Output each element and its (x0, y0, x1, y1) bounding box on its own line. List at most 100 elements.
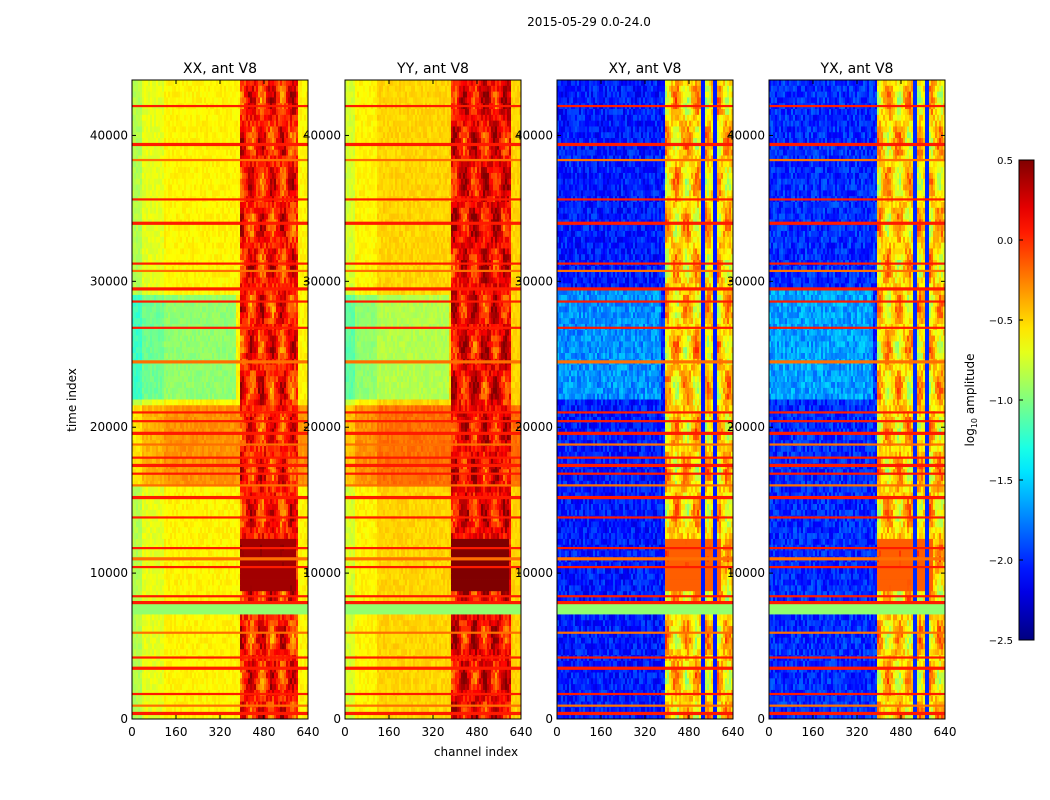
heatmap-cell (156, 237, 158, 243)
heatmap-cell (264, 92, 266, 98)
heatmap-cell (294, 109, 296, 115)
heatmap-cell (164, 161, 166, 167)
heatmap-cell (184, 173, 186, 179)
heatmap-cell (276, 254, 278, 260)
heatmap-cell (304, 173, 306, 179)
heatmap-cell (206, 185, 208, 191)
heatmap-cell (280, 132, 282, 138)
heatmap-cell (148, 150, 150, 156)
heatmap-cell (216, 86, 218, 92)
heatmap-cell (146, 272, 148, 278)
heatmap-cell (242, 115, 244, 121)
heatmap-cell (178, 126, 180, 132)
heatmap-cell (302, 185, 304, 191)
heatmap-cell (222, 173, 224, 179)
heatmap-cell (240, 132, 242, 138)
heatmap-cell (252, 214, 254, 220)
heatmap-cell (152, 115, 154, 121)
heatmap-cell (226, 179, 228, 185)
heatmap-cell (244, 132, 246, 138)
heatmap-cell (134, 161, 136, 167)
heatmap-cell (160, 225, 162, 231)
heatmap-cell (146, 254, 148, 260)
heatmap-cell (154, 237, 156, 243)
heatmap-cell (300, 208, 302, 214)
heatmap-cell (220, 202, 222, 208)
heatmap-cell (184, 214, 186, 220)
heatmap-cell (216, 190, 218, 196)
heatmap-cell (144, 80, 146, 86)
heatmap-cell (202, 173, 204, 179)
heatmap-cell (286, 185, 288, 191)
heatmap-cell (292, 278, 294, 284)
heatmap-cell (266, 208, 268, 214)
heatmap-cell (278, 132, 280, 138)
heatmap-cell (180, 97, 182, 103)
heatmap-cell (272, 92, 274, 98)
heatmap-cell (256, 173, 258, 179)
heatmap-cell (218, 185, 220, 191)
heatmap-cell (148, 80, 150, 86)
heatmap-cell (278, 248, 280, 254)
heatmap-cell (246, 86, 248, 92)
heatmap-cell (204, 243, 206, 249)
heatmap-cell (150, 243, 152, 249)
heatmap-cell (198, 86, 200, 92)
heatmap-cell (208, 254, 210, 260)
heatmap-cell (168, 190, 170, 196)
heatmap-cell (210, 161, 212, 167)
heatmap-cell (198, 272, 200, 278)
heatmap-cell (244, 248, 246, 254)
heatmap-cell (176, 121, 178, 127)
heatmap-cell (304, 115, 306, 121)
heatmap-cell (138, 92, 140, 98)
heatmap-cell (168, 109, 170, 115)
heatmap-cell (136, 202, 138, 208)
heatmap-cell (300, 225, 302, 231)
heatmap-cell (250, 272, 252, 278)
heatmap-cell (298, 80, 300, 86)
heatmap-cell (246, 173, 248, 179)
heatmap-cell (198, 97, 200, 103)
heatmap-cell (138, 121, 140, 127)
heatmap-cell (230, 237, 232, 243)
heatmap-cell (196, 97, 198, 103)
heatmap-cell (198, 150, 200, 156)
heatmap-cell (238, 243, 240, 249)
heatmap-cell (216, 231, 218, 237)
heatmap-cell (186, 243, 188, 249)
heatmap-cell (216, 97, 218, 103)
heatmap-cell (146, 121, 148, 127)
heatmap-cell (206, 80, 208, 86)
heatmap-cell (180, 179, 182, 185)
heatmap-cell (228, 231, 230, 237)
heatmap-cell (260, 126, 262, 132)
heatmap-cell (194, 254, 196, 260)
heatmap-cell (134, 278, 136, 284)
heatmap-cell (186, 185, 188, 191)
heatmap-cell (250, 115, 252, 121)
heatmap-cell (224, 97, 226, 103)
figure: 2015-05-29 0.0-24.0 XX, ant V80 160 320 480… (0, 0, 1050, 800)
heatmap-cell (138, 231, 140, 237)
heatmap-cell (182, 179, 184, 185)
heatmap-cell (240, 190, 242, 196)
heatmap-cell (302, 190, 304, 196)
heatmap-cell (248, 132, 250, 138)
heatmap-cell (208, 202, 210, 208)
heatmap-cell (184, 208, 186, 214)
heatmap-cell (140, 243, 142, 249)
heatmap-cell (178, 202, 180, 208)
heatmap-cell (216, 214, 218, 220)
heatmap-cell (286, 202, 288, 208)
heatmap-cell (250, 208, 252, 214)
heatmap-cell (176, 150, 178, 156)
heatmap-cell (168, 173, 170, 179)
heatmap-cell (168, 97, 170, 103)
heatmap-cell (190, 161, 192, 167)
heatmap-cell (138, 248, 140, 254)
heatmap-cell (172, 278, 174, 284)
heatmap-cell (146, 208, 148, 214)
heatmap-cell (248, 185, 250, 191)
heatmap-cell (194, 109, 196, 115)
